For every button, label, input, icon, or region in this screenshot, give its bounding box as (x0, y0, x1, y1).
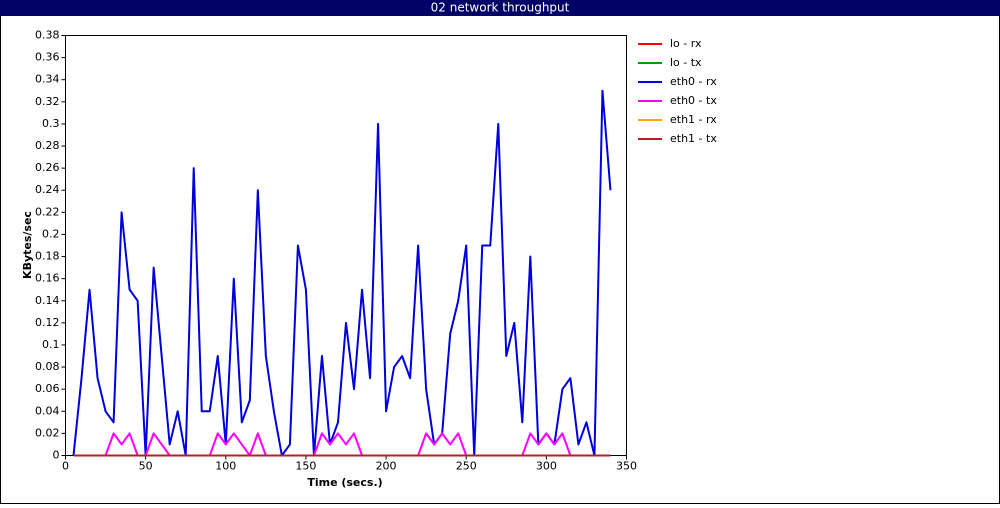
chart-title: 02 network throughput (431, 1, 570, 15)
x-tick-label: 0 (62, 460, 69, 473)
y-tick-label: 0.1 (42, 338, 60, 351)
y-tick-label: 0.14 (35, 294, 60, 307)
legend-label: lo - rx (670, 37, 702, 50)
y-axis-label: KBytes/sec (21, 211, 34, 279)
y-tick-label: 0.36 (35, 51, 60, 64)
legend-label: lo - tx (670, 56, 702, 69)
x-tick-label: 100 (215, 460, 236, 473)
x-tick-label: 250 (456, 460, 477, 473)
legend-label: eth0 - rx (670, 75, 717, 88)
x-tick-label: 350 (616, 460, 637, 473)
y-tick-label: 0.06 (35, 382, 60, 395)
y-tick-label: 0.26 (35, 161, 60, 174)
x-tick-label: 50 (139, 460, 153, 473)
y-tick-label: 0.22 (35, 205, 60, 218)
legend-label: eth1 - tx (670, 132, 717, 145)
y-tick-label: 0.04 (35, 404, 60, 417)
y-tick-label: 0.3 (42, 117, 60, 130)
y-tick-label: 0.38 (35, 29, 60, 42)
x-tick-label: 200 (376, 460, 397, 473)
legend-label: eth1 - rx (670, 113, 717, 126)
x-tick-label: 150 (295, 460, 316, 473)
title-bar (0, 0, 1000, 16)
y-tick-label: 0.12 (35, 316, 60, 329)
y-tick-label: 0.08 (35, 360, 60, 373)
y-tick-label: 0.32 (35, 95, 60, 108)
y-tick-label: 0.34 (35, 73, 60, 86)
y-tick-label: 0.18 (35, 250, 60, 263)
legend-label: eth0 - tx (670, 94, 717, 107)
x-tick-label: 300 (536, 460, 557, 473)
y-tick-label: 0.2 (42, 227, 60, 240)
y-tick-label: 0.28 (35, 139, 60, 152)
y-tick-label: 0 (53, 449, 60, 462)
x-axis-label: Time (secs.) (307, 476, 382, 489)
y-tick-label: 0.16 (35, 272, 60, 285)
y-tick-label: 0.24 (35, 183, 60, 196)
series-line (72, 89, 612, 457)
y-tick-label: 0.02 (35, 426, 60, 439)
